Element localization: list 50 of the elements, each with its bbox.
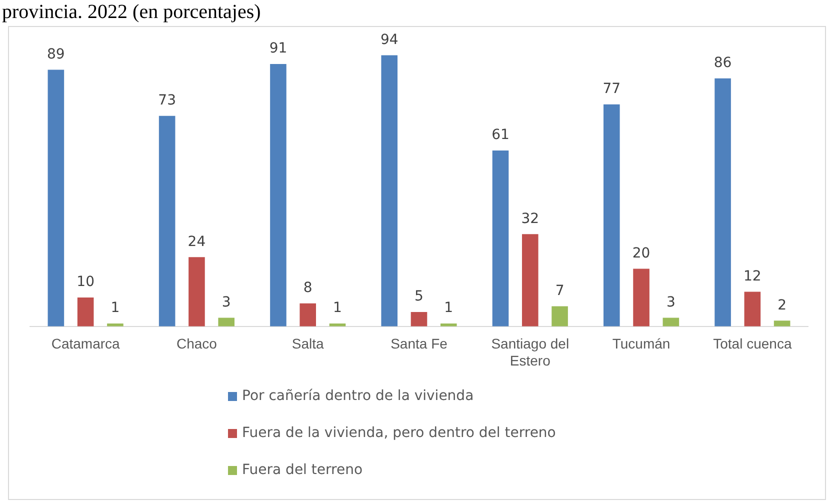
data-label: 1 <box>333 300 342 316</box>
data-label: 2 <box>778 297 787 314</box>
bar <box>381 55 398 326</box>
bar <box>410 312 428 326</box>
bar <box>270 64 286 326</box>
bar <box>603 104 620 326</box>
legend-label: Fuera del terreno <box>242 462 363 478</box>
bar <box>714 78 731 326</box>
chart-title: provincia. 2022 (en porcentajes) <box>2 0 261 24</box>
data-label: 20 <box>632 245 650 262</box>
bar <box>77 298 94 326</box>
bar <box>218 318 235 326</box>
x-tick-label: Salta <box>292 336 324 352</box>
x-tick-label: Catamarca <box>51 336 120 352</box>
bar <box>48 70 64 326</box>
bar <box>492 150 509 326</box>
data-label: 86 <box>714 55 732 72</box>
legend-label: Fuera de la vivienda, pero dentro del terreno <box>242 425 556 441</box>
data-label: 32 <box>521 210 540 227</box>
data-label: 3 <box>666 294 676 310</box>
bar <box>522 234 538 326</box>
x-tick-label: Total cuenca <box>713 336 792 352</box>
data-label: 5 <box>414 288 424 305</box>
data-label: 12 <box>744 268 762 284</box>
bar <box>552 306 568 326</box>
data-label: 24 <box>188 234 206 250</box>
bar <box>158 116 176 326</box>
data-label: 91 <box>269 40 288 57</box>
data-label: 1 <box>110 300 120 316</box>
data-label: 1 <box>444 300 454 316</box>
x-tick-label: Santa Fe <box>390 336 448 352</box>
x-tick-label: Tucumán <box>612 336 670 352</box>
bar <box>188 257 205 326</box>
legend-label: Por cañería dentro de la vivienda <box>242 388 474 404</box>
bar <box>300 303 316 326</box>
bar <box>662 318 680 326</box>
data-label: 94 <box>380 32 398 48</box>
x-tick-label: Santiago del Estero <box>491 336 570 368</box>
data-label: 77 <box>602 80 621 97</box>
data-label: 8 <box>303 280 312 296</box>
data-label: 7 <box>555 282 564 299</box>
bar <box>744 292 761 326</box>
bar <box>633 268 650 326</box>
data-label: 73 <box>158 92 176 109</box>
data-label: 61 <box>492 127 510 144</box>
data-label: 3 <box>222 294 231 310</box>
bar <box>774 320 790 326</box>
data-label: 10 <box>76 274 94 290</box>
x-tick-label: Chaco <box>176 336 218 352</box>
data-label: 89 <box>47 46 65 62</box>
